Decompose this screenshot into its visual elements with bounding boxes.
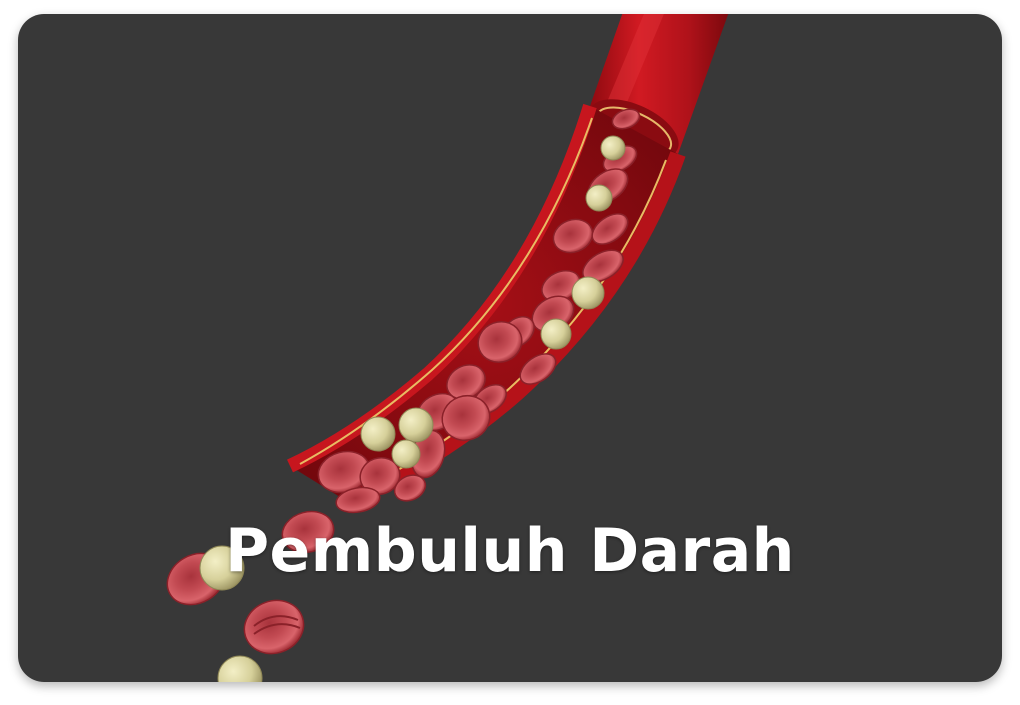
escaping-red-blood-cells [166, 510, 335, 655]
lesson-card[interactable]: Pembuluh Darah [18, 14, 1002, 682]
white-blood-cells [199, 135, 626, 682]
card-title: Pembuluh Darah [225, 516, 795, 586]
vessel-cutaway [290, 106, 678, 502]
blood-vessel-illustration [18, 14, 1002, 682]
red-blood-cells [317, 108, 641, 514]
